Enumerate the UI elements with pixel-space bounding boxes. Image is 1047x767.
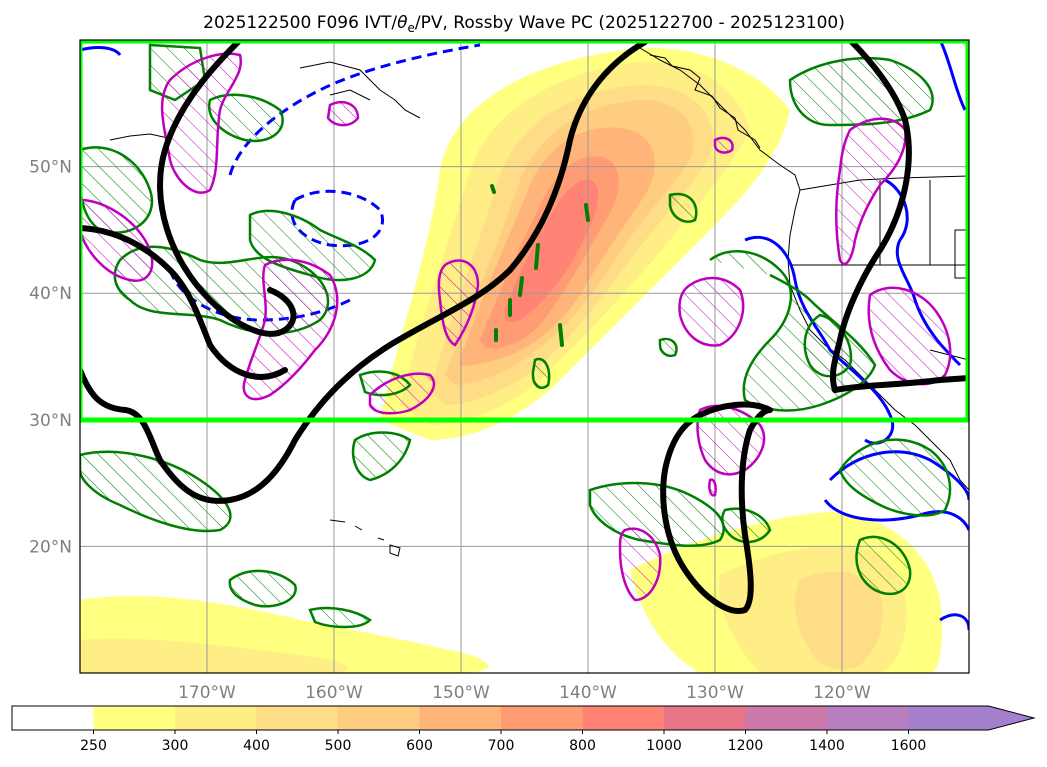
colorbar-tick-label: 500 [325,738,352,754]
latitude-label: 20°N [29,537,72,557]
colorbar-segment [93,706,176,730]
colorbar [11,705,1036,731]
colorbar-segment [664,706,746,730]
colorbar-segment [12,706,94,730]
longitude-label: 140°W [559,683,617,703]
colorbar-segment [256,706,339,730]
latitude-label: 30°N [29,411,72,431]
colorbar-tick-label: 600 [406,738,433,754]
colorbar-segment [582,706,665,730]
rossby-wave-lines [80,40,969,614]
colorbar-tick-label: 800 [569,738,596,754]
colorbar-tick-label: 300 [162,738,189,754]
colorbar-tick-label: 1400 [809,738,845,754]
colorbar-tick-label: 700 [488,738,515,754]
map-frame [79,39,970,674]
colorbar-segment [338,706,420,730]
longitude-tick-labels: 170°W 160°W 150°W 140°W 130°W 120°W [178,683,871,703]
colorbar-segment [501,706,583,730]
colorbar-tick-label: 250 [80,738,107,754]
ivt-shading [80,47,942,673]
rossby-wave-region-box [80,40,969,423]
colorbar-tick-labels: 250 300 400 500 600 700 800 1000 1200 1400 1600 [80,730,926,754]
longitude-label: 170°W [178,683,236,703]
colorbar-extend-arrow [908,706,1034,730]
latitude-label: 50°N [29,158,72,178]
colorbar-tick-label: 1000 [646,738,682,754]
colorbar-tick-label: 1600 [891,738,927,754]
colorbar-tick-label: 400 [243,738,270,754]
colorbar-segment [827,706,909,730]
longitude-label: 160°W [305,683,363,703]
colorbar-segment [419,706,502,730]
map-area [80,40,969,673]
colorbar-segment [745,706,828,730]
colorbar-tick-label: 1200 [728,738,764,754]
latitude-label: 40°N [29,284,72,304]
chart-title: 2025122500 F096 IVT/θe/PV, Rossby Wave P… [203,13,845,35]
anomaly-contours [80,52,952,602]
ivt-streaks [490,184,590,347]
colorbar-segment [175,706,257,730]
latitude-tick-labels: 50°N 40°N 30°N 20°N [29,158,72,558]
longitude-label: 130°W [686,683,744,703]
longitude-label: 120°W [813,683,871,703]
colorbar-outline [11,705,1036,731]
longitude-label: 150°W [432,683,490,703]
